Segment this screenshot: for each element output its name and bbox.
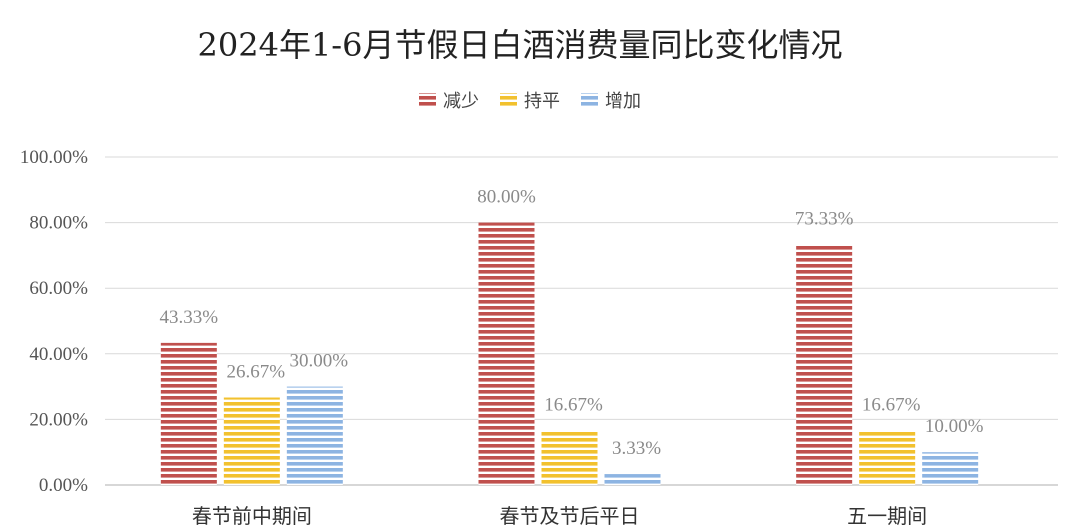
y-tick-label: 0.00%: [39, 475, 88, 496]
bar-1-2: [478, 222, 535, 485]
bar-3-3: [922, 452, 979, 485]
legend-label: 持平: [524, 91, 560, 112]
data-label: 10.00%: [925, 416, 984, 437]
y-tick-label: 60.00%: [29, 278, 88, 299]
category-labels: 春节前中期间 春节及节后平日 五一期间: [192, 504, 927, 528]
data-label: 30.00%: [290, 351, 349, 372]
legend: 减少 持平 增加: [419, 91, 641, 112]
bar-1-1: [160, 342, 217, 485]
legend-swatch: [500, 93, 517, 106]
y-tick-label: 80.00%: [29, 213, 88, 234]
bar-2-1: [223, 397, 280, 485]
bar-3-2: [604, 474, 661, 485]
bar-1-3: [796, 244, 853, 485]
bars: [160, 222, 979, 485]
legend-label: 增加: [605, 91, 641, 112]
bar-2-3: [859, 430, 916, 485]
category-label: 五一期间: [847, 504, 927, 528]
data-label: 3.33%: [612, 438, 661, 459]
bar-3-1: [286, 386, 343, 485]
data-labels: 43.33% 26.67%30.00% 80.00% 16.67% 3.33% 73.33…: [160, 187, 984, 459]
legend-swatch: [581, 93, 598, 106]
category-label: 春节前中期间: [192, 504, 312, 528]
category-label: 春节及节后平日: [500, 504, 640, 528]
data-label: 16.67%: [544, 394, 603, 415]
data-label: 43.33%: [160, 307, 219, 328]
legend-swatch: [419, 93, 436, 106]
data-label: 26.67%: [227, 362, 286, 383]
y-axis-ticks: 0.00% 20.00% 40.00% 60.00% 80.00% 100.00%: [20, 147, 88, 496]
data-label: 80.00%: [477, 187, 536, 208]
y-tick-label: 40.00%: [29, 344, 88, 365]
data-label: 73.33%: [795, 208, 854, 229]
chart-title: 2024年1-6月节假日白酒消费量同比变化情况: [198, 26, 843, 64]
legend-label: 减少: [443, 91, 479, 112]
bar-2-2: [541, 430, 598, 485]
y-tick-label: 20.00%: [29, 409, 88, 430]
y-tick-label: 100.00%: [20, 147, 88, 168]
data-label: 16.67%: [862, 394, 921, 415]
